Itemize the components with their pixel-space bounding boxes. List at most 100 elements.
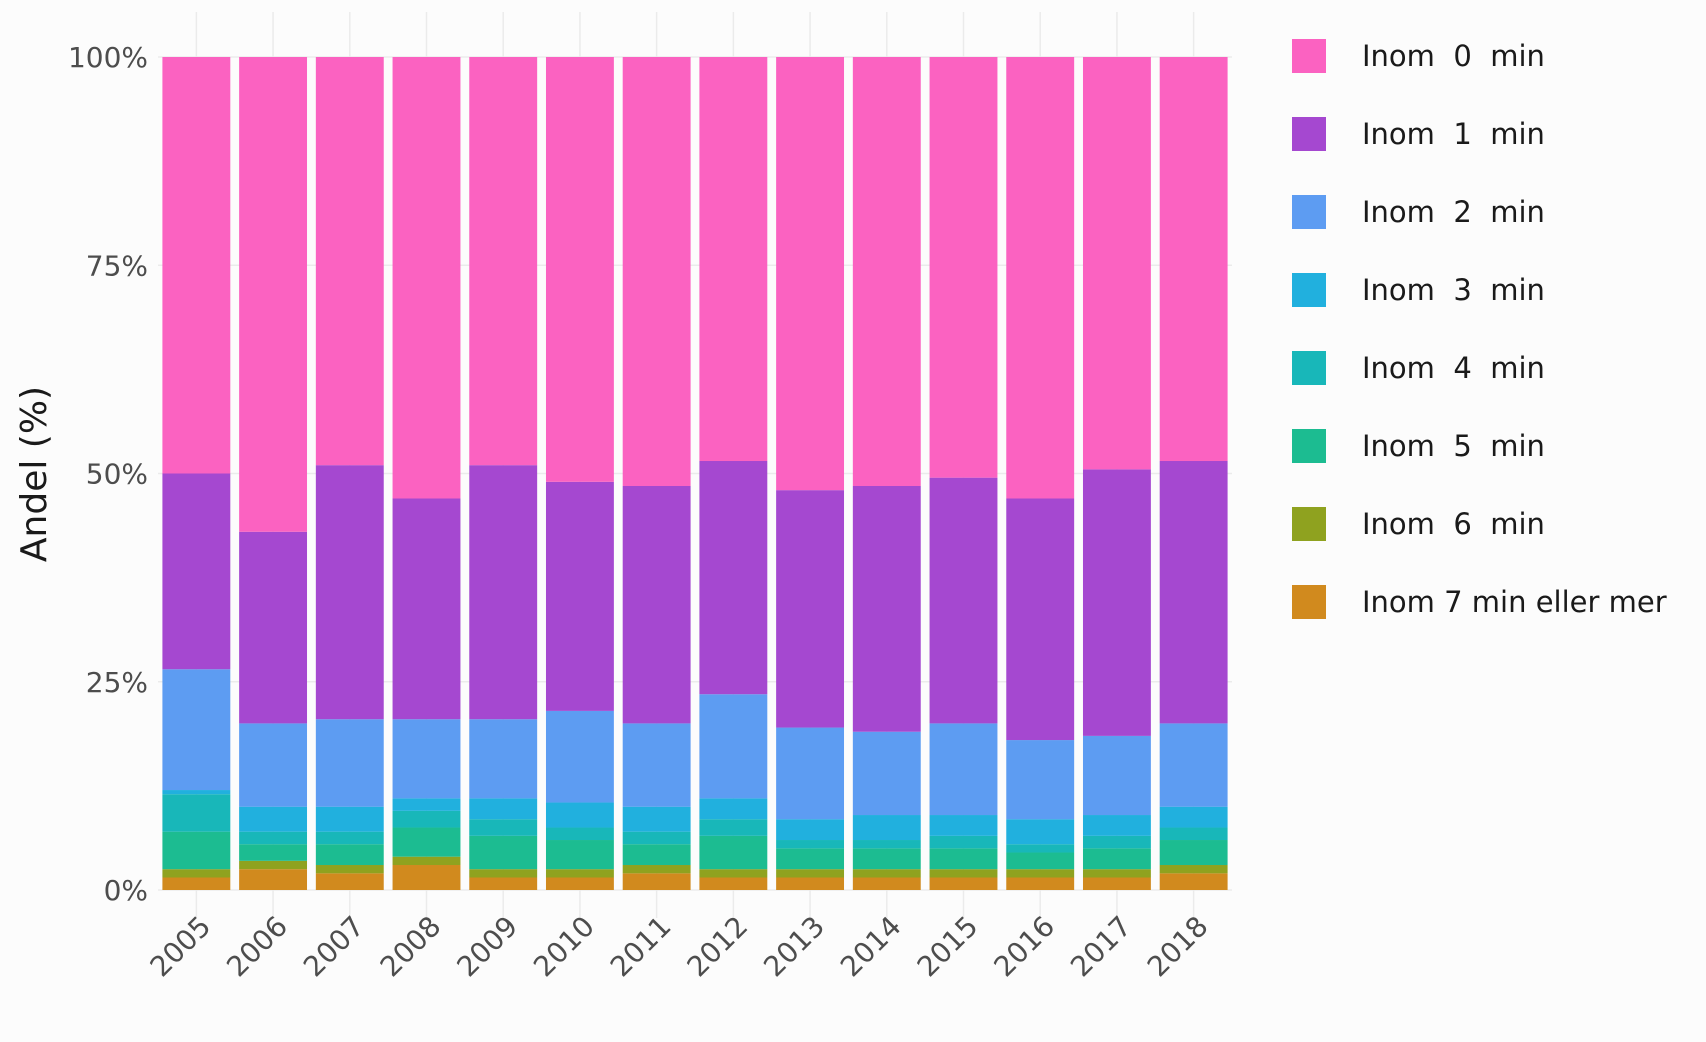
bar-segment (162, 794, 231, 832)
bar-segment (699, 819, 768, 836)
bar-segment (699, 869, 768, 878)
bar-segment (469, 465, 538, 720)
bar-segment (162, 831, 231, 870)
bar-segment (1159, 865, 1228, 874)
bar-segment (852, 840, 921, 849)
bar-segment (1082, 815, 1151, 836)
bar-segment (776, 57, 845, 491)
bar-segment (162, 877, 231, 890)
bar-segment (1159, 827, 1228, 841)
bar-segment (239, 806, 308, 832)
bar-segment (315, 873, 384, 890)
bar-segment (929, 815, 998, 836)
bar-segment (315, 831, 384, 845)
legend-item: Inom 4 min (1292, 351, 1545, 385)
bar-segment (1006, 819, 1075, 845)
bar-segment (1159, 461, 1228, 724)
bar-segment (776, 877, 845, 890)
legend-swatch (1292, 273, 1326, 307)
legend-item: Inom 0 min (1292, 39, 1545, 73)
bar-segment (392, 856, 461, 866)
bar-segment (1159, 840, 1228, 866)
bar-stack-2011 (622, 57, 691, 890)
bar-segment (545, 840, 614, 870)
bar-segment (1082, 835, 1151, 849)
bar-segment (1082, 877, 1151, 890)
bar-segment (162, 869, 231, 878)
bar-segment (1006, 498, 1075, 741)
bar-segment (392, 810, 461, 828)
x-tick-label: 2017 (1064, 910, 1138, 984)
x-tick-label: 2008 (374, 910, 448, 984)
legend-swatch (1292, 351, 1326, 385)
y-tick-label: 0% (104, 874, 148, 907)
legend-swatch (1292, 195, 1326, 229)
legend-label: Inom 6 min (1362, 507, 1545, 541)
bar-segment (239, 531, 308, 724)
bar-stack-2018 (1159, 57, 1228, 890)
bar-segment (776, 848, 845, 870)
bar-segment (1082, 57, 1151, 470)
x-tick-label: 2005 (144, 910, 218, 984)
legend-label: Inom 1 min (1362, 117, 1545, 151)
bar-segment (239, 57, 308, 532)
legend-label: Inom 4 min (1362, 351, 1545, 385)
bar-segment (469, 835, 538, 870)
bar-segment (239, 844, 308, 861)
bar-segment (545, 710, 614, 803)
bar-segment (392, 865, 461, 890)
bar-segment (1006, 57, 1075, 499)
x-tick-label: 2007 (297, 910, 371, 984)
bar-segment (545, 802, 614, 828)
bar-stack-2017 (1082, 57, 1151, 890)
bar-segment (162, 669, 231, 791)
bar-segment (1006, 740, 1075, 820)
bar-segment (1006, 869, 1075, 878)
bar-segment (469, 57, 538, 466)
bar-segment (1082, 848, 1151, 870)
bar-segment (776, 819, 845, 841)
bar-segment (929, 848, 998, 870)
bar-segment (929, 477, 998, 724)
bar-stack-2007 (315, 57, 384, 890)
x-axis-ticks: 2005 2006 2007 2008 2009 2010 2011 2012 2013 2014… (144, 910, 1215, 984)
bar-stack-2013 (776, 57, 845, 890)
bar-segment (469, 798, 538, 820)
bar-segment (469, 719, 538, 799)
bar-segment (929, 835, 998, 849)
legend-swatch (1292, 39, 1326, 73)
bars (162, 57, 1228, 890)
x-tick-label: 2014 (834, 910, 908, 984)
y-axis-title: Andel (%) (14, 386, 55, 562)
bar-segment (622, 831, 691, 845)
bar-segment (239, 860, 308, 870)
y-tick-label: 75% (86, 249, 148, 282)
legend-label: Inom 3 min (1362, 273, 1545, 307)
x-tick-label: 2018 (1141, 910, 1215, 984)
bar-segment (392, 498, 461, 720)
legend-swatch (1292, 429, 1326, 463)
legend-label: Inom 0 min (1362, 39, 1545, 73)
bar-segment (699, 798, 768, 820)
bar-segment (162, 790, 231, 795)
x-tick-label: 2016 (987, 910, 1061, 984)
bar-segment (929, 57, 998, 478)
bar-segment (776, 840, 845, 849)
bar-segment (852, 57, 921, 486)
bar-segment (545, 827, 614, 841)
bar-segment (469, 877, 538, 890)
bar-segment (622, 723, 691, 807)
bar-segment (545, 57, 614, 482)
legend-swatch (1292, 585, 1326, 619)
bar-stack-2015 (929, 57, 998, 890)
legend-label: Inom 7 min eller mer (1362, 585, 1667, 619)
bar-segment (852, 485, 921, 732)
bar-segment (392, 798, 461, 811)
bar-segment (392, 57, 461, 499)
legend-swatch (1292, 507, 1326, 541)
bar-segment (469, 819, 538, 836)
bar-segment (315, 719, 384, 807)
bar-segment (622, 844, 691, 866)
x-tick-label: 2011 (604, 910, 678, 984)
bar-segment (1006, 877, 1075, 890)
